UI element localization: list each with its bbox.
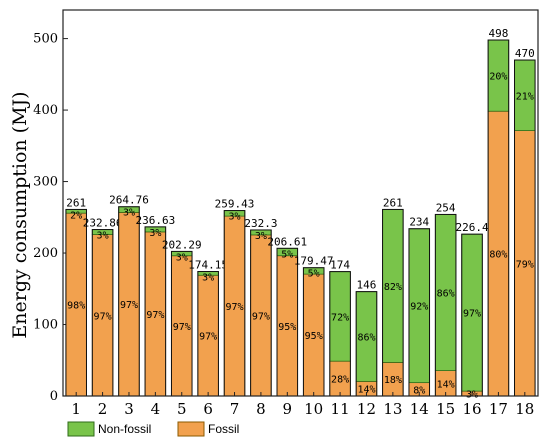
bar-total-label: 470	[515, 47, 535, 60]
fossil-pct-label: 97%	[199, 332, 217, 343]
non-fossil-pct-label: 72%	[331, 312, 349, 323]
non-fossil-pct-label: 82%	[384, 282, 402, 293]
fossil-pct-label: 97%	[225, 302, 243, 313]
fossil-pct-label: 97%	[173, 322, 191, 333]
non-fossil-pct-label: 3%	[229, 212, 241, 223]
bar-total-label: 232.3	[244, 217, 277, 230]
bar-total-label: 261	[383, 196, 403, 209]
bar-total-label: 202.29	[162, 238, 202, 251]
fossil-pct-label: 97%	[94, 311, 112, 322]
x-tick-label: 11	[331, 400, 350, 418]
fossil-pct-label: 8%	[413, 385, 425, 396]
fossil-pct-label: 28%	[331, 375, 349, 386]
y-axis-label: Energy consumption (MJ)	[9, 91, 31, 338]
bar-total-label: 254	[436, 201, 456, 214]
x-tick-label: 1	[71, 400, 81, 418]
x-tick-label: 18	[515, 400, 534, 418]
non-fossil-pct-label: 3%	[255, 231, 267, 242]
non-fossil-pct-label: 3%	[176, 252, 188, 263]
x-tick-label: 12	[357, 400, 376, 418]
fossil-pct-label: 18%	[384, 375, 402, 386]
non-fossil-pct-label: 92%	[410, 302, 428, 313]
fossil-pct-label: 14%	[437, 379, 455, 390]
fossil-pct-label: 98%	[67, 301, 85, 312]
fossil-pct-label: 97%	[252, 311, 270, 322]
x-tick-label: 13	[383, 400, 402, 418]
x-tick-label: 5	[177, 400, 187, 418]
non-fossil-pct-label: 3%	[123, 208, 135, 219]
plot-frame	[62, 9, 539, 397]
non-fossil-pct-label: 5%	[281, 249, 293, 260]
fossil-pct-label: 97%	[120, 300, 138, 311]
x-tick-label: 8	[256, 400, 266, 418]
y-tick-label: 300	[33, 175, 58, 190]
legend-swatch-non-fossil	[67, 421, 95, 437]
legend: Non-fossil Fossil	[67, 421, 239, 437]
bar-total-label: 232.86	[83, 217, 123, 230]
non-fossil-pct-label: 20%	[489, 72, 507, 83]
fossil-pct-label: 97%	[146, 310, 164, 321]
non-fossil-pct-label: 86%	[437, 289, 455, 300]
x-tick-label: 7	[230, 400, 240, 418]
legend-label-fossil: Fossil	[208, 422, 239, 436]
bar-total-label: 206.61	[267, 235, 307, 248]
x-tick-label: 17	[489, 400, 508, 418]
non-fossil-pct-label: 97%	[463, 309, 481, 320]
x-tick-label: 3	[124, 400, 134, 418]
bar-total-label: 226.4	[455, 221, 488, 234]
y-tick-label: 500	[33, 32, 58, 47]
fossil-pct-label: 80%	[489, 250, 507, 261]
fossil-pct-label: 95%	[278, 322, 296, 333]
bar-total-label: 179.47	[294, 255, 334, 268]
y-tick-label: 200	[33, 246, 58, 261]
fossil-pct-label: 79%	[516, 259, 534, 270]
bar-total-label: 174	[330, 259, 350, 272]
fossil-pct-label: 95%	[305, 331, 323, 342]
fossil-pct-label: 14%	[357, 385, 375, 396]
non-fossil-pct-label: 5%	[308, 269, 320, 280]
x-tick-label: 2	[98, 400, 108, 418]
x-tick-label: 14	[410, 400, 429, 418]
x-tick-label: 6	[203, 400, 213, 418]
x-tick-label: 9	[283, 400, 293, 418]
bar-total-label: 259.43	[215, 198, 255, 211]
non-fossil-pct-label: 21%	[516, 91, 534, 102]
y-tick-label: 0	[50, 389, 58, 404]
y-tick-label: 100	[33, 318, 58, 333]
bar-total-label: 174.15	[188, 259, 228, 272]
bar-total-label: 146	[357, 279, 377, 292]
bar-total-label: 264.76	[109, 194, 149, 207]
non-fossil-pct-label: 3%	[97, 231, 109, 242]
legend-label-non-fossil: Non-fossil	[98, 422, 151, 436]
x-tick-label: 4	[151, 400, 161, 418]
bar-total-label: 261	[66, 196, 86, 209]
x-tick-label: 10	[304, 400, 323, 418]
legend-swatch-fossil	[177, 421, 205, 437]
x-tick-label: 15	[436, 400, 455, 418]
plot-area: 010020030040050026198%2%1232.8697%3%2264…	[33, 9, 539, 418]
bar-total-label: 236.63	[135, 214, 175, 227]
y-tick-label: 400	[33, 103, 58, 118]
bar-total-label: 234	[409, 216, 429, 229]
non-fossil-pct-label: 3%	[149, 228, 161, 239]
non-fossil-pct-label: 2%	[70, 210, 82, 221]
non-fossil-pct-label: 3%	[202, 273, 214, 284]
bar-total-label: 498	[488, 27, 508, 40]
non-fossil-pct-label: 86%	[357, 333, 375, 344]
x-tick-label: 16	[462, 400, 481, 418]
